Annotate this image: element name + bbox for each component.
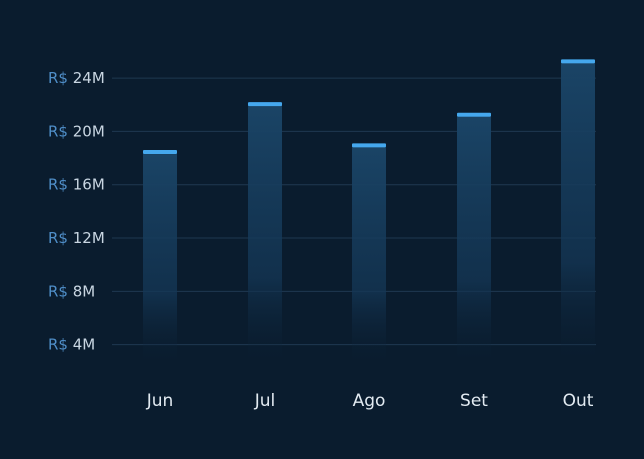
- bar-jul: [248, 106, 282, 370]
- y-tick-currency-prefix: R$: [48, 229, 73, 247]
- bar-out: [561, 63, 595, 371]
- y-tick-currency-prefix: R$: [48, 336, 73, 354]
- x-category-label: Jun: [146, 391, 174, 411]
- x-category-label: Out: [563, 391, 594, 411]
- y-tick-label: R$ 20M: [48, 122, 105, 140]
- y-tick-value: 4M: [73, 336, 96, 354]
- bar-cap-out: [561, 59, 595, 64]
- bar-set: [457, 116, 491, 370]
- y-tick-currency-prefix: R$: [48, 176, 73, 194]
- y-tick-value: 12M: [73, 229, 105, 247]
- bar-cap-ago: [352, 143, 386, 148]
- bar-ago: [352, 147, 386, 370]
- y-tick-value: 8M: [73, 282, 96, 300]
- y-tick-label: R$ 12M: [48, 229, 105, 247]
- x-category-label: Jul: [254, 391, 276, 411]
- y-tick-value: 24M: [73, 69, 105, 87]
- y-tick-label: R$ 4M: [48, 336, 95, 354]
- x-axis-category-labels: Jun Jul Ago Set Out: [146, 391, 594, 411]
- y-tick-currency-prefix: R$: [48, 282, 73, 300]
- bars: [143, 59, 595, 371]
- x-category-label: Ago: [353, 391, 386, 411]
- y-tick-currency-prefix: R$: [48, 69, 73, 87]
- bar-jun: [143, 154, 177, 370]
- bar-cap-jun: [143, 150, 177, 155]
- y-tick-value: 20M: [73, 122, 105, 140]
- bar-cap-set: [457, 112, 491, 117]
- y-tick-label: R$ 24M: [48, 69, 105, 87]
- x-category-label: Set: [460, 391, 488, 411]
- y-tick-currency-prefix: R$: [48, 122, 73, 140]
- y-tick-label: R$ 8M: [48, 282, 95, 300]
- y-tick-value: 16M: [73, 176, 105, 194]
- bar-cap-jul: [248, 102, 282, 107]
- y-tick-label: R$ 16M: [48, 176, 105, 194]
